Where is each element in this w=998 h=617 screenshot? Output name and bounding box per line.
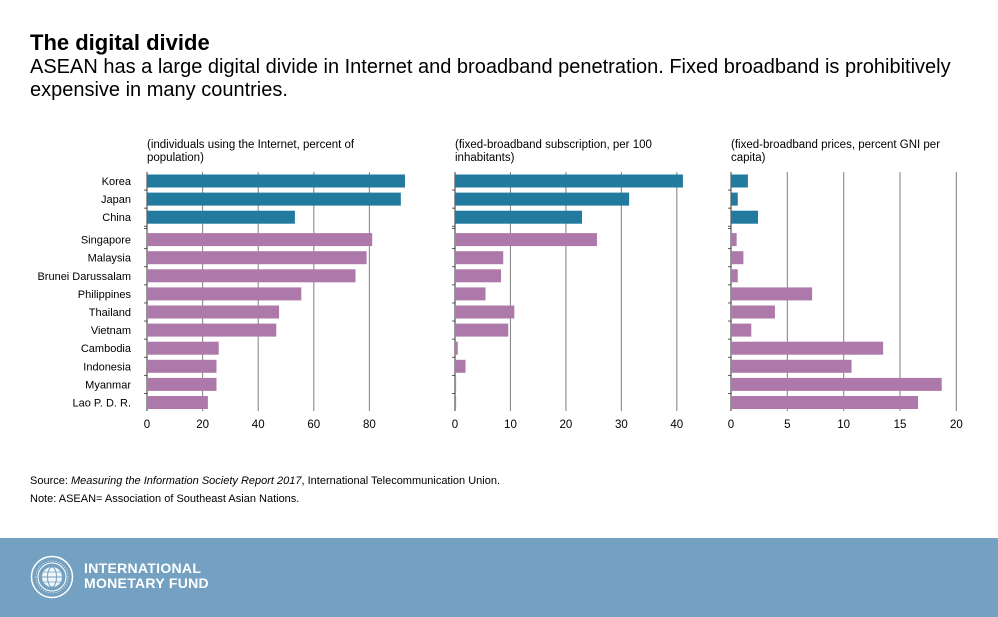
org-name-line2: MONETARY FUND xyxy=(84,575,209,591)
category-label: Japan xyxy=(101,194,131,206)
chart-2-bar-lao-p-d-r xyxy=(455,396,457,409)
chart-2-bar-japan xyxy=(455,192,630,206)
chart-3-tick-label: 5 xyxy=(784,419,790,431)
category-label: Korea xyxy=(102,176,132,188)
chart-1-bar-vietnam xyxy=(147,323,277,337)
chart-2-bar-brunei-darussalam xyxy=(455,269,502,283)
chart-1-tick-label: 40 xyxy=(252,419,265,431)
chart-3-bar-myanmar xyxy=(731,377,942,391)
source-suffix: , International Telecommunication Union. xyxy=(301,475,501,487)
chart-1-title-line-2: population) xyxy=(147,152,204,164)
chart-3-bar-vietnam xyxy=(731,323,752,337)
chart-2-bar-thailand xyxy=(455,305,515,319)
chart-1-bar-japan xyxy=(147,192,401,206)
source-prefix: Source: xyxy=(30,475,71,487)
category-label: China xyxy=(102,212,132,224)
chart-3-bar-brunei-darussalam xyxy=(731,269,738,283)
chart-1-bar-myanmar xyxy=(147,377,217,391)
source-line: Source: Measuring the Information Societ… xyxy=(30,472,500,490)
chart-1-bar-lao-p-d-r xyxy=(147,396,208,409)
chart-3-tick-label: 20 xyxy=(950,419,963,431)
chart-3-bar-indonesia xyxy=(731,359,852,373)
chart-2-title-line-2: inhabitants) xyxy=(455,152,515,164)
chart-1-bar-singapore xyxy=(147,233,373,247)
page-title: The digital divide xyxy=(30,30,210,55)
category-label: Cambodia xyxy=(81,343,132,355)
chart-1-title-line-1: (individuals using the Internet, percent… xyxy=(147,139,355,151)
category-label: Myanmar xyxy=(85,379,131,391)
imf-seal-icon xyxy=(30,555,74,599)
chart-2-tick-label: 0 xyxy=(452,419,458,431)
category-label: Philippines xyxy=(78,289,132,301)
chart-2-bar-singapore xyxy=(455,233,597,247)
chart-3-bar-lao-p-d-r xyxy=(731,396,919,409)
category-label: Thailand xyxy=(89,307,131,319)
org-name: INTERNATIONAL MONETARY FUND xyxy=(84,561,209,591)
chart-2-tick-label: 40 xyxy=(670,419,683,431)
category-label: Lao P. D. R. xyxy=(73,398,132,410)
chart-2-bar-myanmar xyxy=(455,377,457,391)
chart-1-bar-indonesia xyxy=(147,359,217,373)
chart-2-bar-cambodia xyxy=(455,341,458,355)
footer-bar: INTERNATIONAL MONETARY FUND xyxy=(0,538,998,617)
chart-2-bar-malaysia xyxy=(455,251,504,265)
source-report-title: Measuring the Information Society Report… xyxy=(70,475,302,487)
chart-2-bar-korea xyxy=(455,174,683,188)
chart-1-bar-malaysia xyxy=(147,251,367,265)
chart-1-tick-label: 60 xyxy=(307,419,320,431)
chart-2-tick-label: 20 xyxy=(560,419,573,431)
chart-3-bar-singapore xyxy=(731,233,737,247)
chart-3-bar-thailand xyxy=(731,305,775,319)
source-notes: Source: Measuring the Information Societ… xyxy=(30,472,500,508)
chart-3-title-line-1: (fixed-broadband prices, percent GNI per xyxy=(731,139,940,151)
chart-3-bar-philippines xyxy=(731,287,813,301)
category-label: Singapore xyxy=(81,235,131,247)
category-label: Malaysia xyxy=(88,253,132,265)
chart-3-title-line-2: capita) xyxy=(731,152,766,164)
org-name-line1: INTERNATIONAL xyxy=(84,560,202,576)
chart-2-bar-china xyxy=(455,210,582,224)
chart-2-bar-indonesia xyxy=(455,359,466,373)
category-label: Brunei Darussalam xyxy=(37,271,131,283)
chart-1-tick-label: 0 xyxy=(144,419,150,431)
chart-1-bar-philippines xyxy=(147,287,302,301)
chart-3-tick-label: 10 xyxy=(837,419,850,431)
chart-1-bar-china xyxy=(147,210,295,224)
category-label: Vietnam xyxy=(91,325,131,337)
chart-3-bar-malaysia xyxy=(731,251,744,265)
note-line: Note: ASEAN= Association of Southeast As… xyxy=(30,493,300,505)
chart-1-bar-cambodia xyxy=(147,341,219,355)
chart-area: (individuals using the Internet, percent… xyxy=(37,139,963,431)
chart-2-title-line-1: (fixed-broadband subscription, per 100 xyxy=(455,139,652,151)
chart-2-tick-label: 30 xyxy=(615,419,628,431)
chart-1-tick-label: 20 xyxy=(196,419,209,431)
chart-3-bar-cambodia xyxy=(731,341,884,355)
category-label: Indonesia xyxy=(83,361,132,373)
chart-3-bar-china xyxy=(731,210,759,224)
chart-2-tick-label: 10 xyxy=(504,419,517,431)
chart-2-bar-vietnam xyxy=(455,323,509,337)
chart-3-bar-japan xyxy=(731,192,738,206)
chart-3-tick-label: 15 xyxy=(894,419,907,431)
chart-1-tick-label: 80 xyxy=(363,419,376,431)
chart-1-bar-korea xyxy=(147,174,405,188)
chart-2-bar-philippines xyxy=(455,287,486,301)
page-subtitle: ASEAN has a large digital divide in Inte… xyxy=(30,56,951,101)
chart-3-bar-korea xyxy=(731,174,748,188)
chart-3-tick-label: 0 xyxy=(728,419,734,431)
chart-1-bar-thailand xyxy=(147,305,280,319)
chart-1-bar-brunei-darussalam xyxy=(147,269,356,283)
